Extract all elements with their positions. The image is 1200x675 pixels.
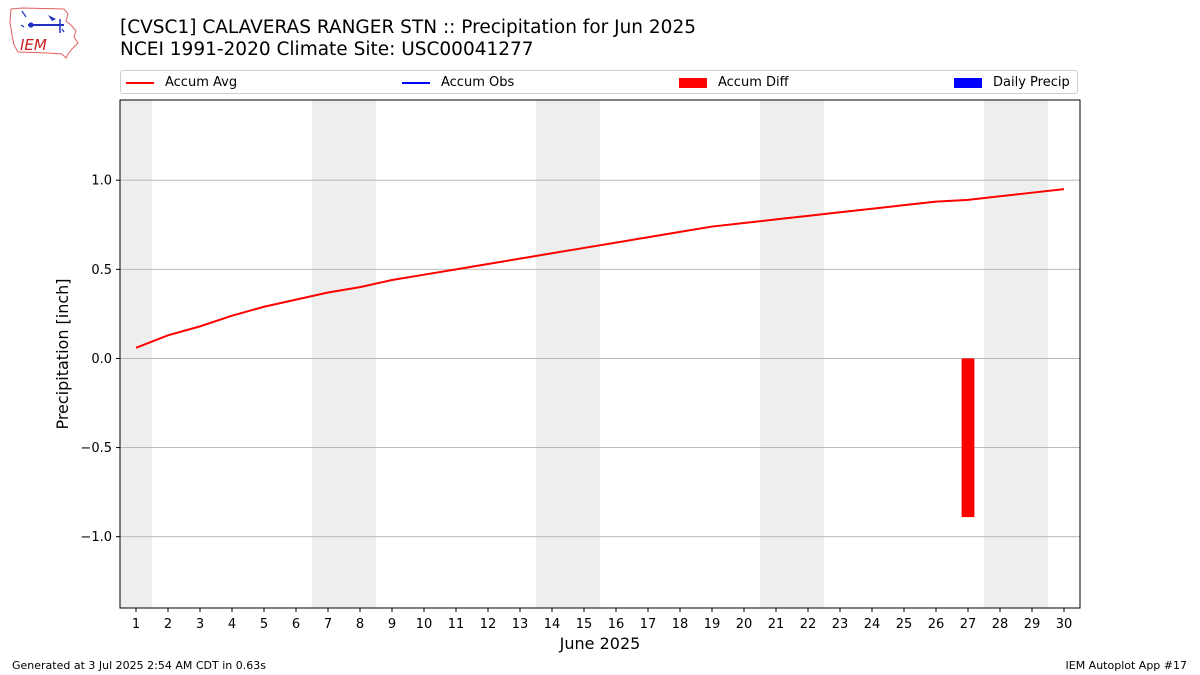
iem-logo: IEM bbox=[9, 7, 79, 59]
x-tick-label: 19 bbox=[704, 617, 721, 632]
accum-diff-bar bbox=[961, 358, 975, 518]
y-tick-label: −1.0 bbox=[80, 530, 112, 545]
x-tick-label: 12 bbox=[480, 617, 497, 632]
y-axis-label: Precipitation [inch] bbox=[53, 278, 72, 429]
x-tick-label: 2 bbox=[164, 617, 172, 632]
x-tick-label: 4 bbox=[228, 617, 236, 632]
y-tick-label: 1.0 bbox=[91, 174, 112, 189]
x-tick-label: 22 bbox=[800, 617, 817, 632]
legend-swatch-accum-avg bbox=[126, 82, 154, 84]
legend-label: Accum Avg bbox=[165, 75, 238, 90]
x-tick-label: 23 bbox=[832, 617, 849, 632]
x-tick-label: 26 bbox=[928, 617, 945, 632]
x-tick-label: 20 bbox=[736, 617, 753, 632]
x-tick-label: 16 bbox=[608, 617, 625, 632]
weekend-band bbox=[120, 100, 152, 608]
x-tick-label: 15 bbox=[576, 617, 593, 632]
x-tick-label: 3 bbox=[196, 617, 204, 632]
weekend-band bbox=[984, 100, 1016, 608]
accum-avg-line bbox=[135, 188, 1065, 349]
plot-frame bbox=[119, 99, 1081, 609]
legend-swatch-accum-diff bbox=[679, 78, 707, 88]
x-tick-label: 29 bbox=[1024, 617, 1041, 632]
legend-swatch-daily-precip bbox=[954, 78, 982, 88]
legend-label: Accum Diff bbox=[718, 75, 789, 90]
x-tick-label: 10 bbox=[416, 617, 433, 632]
y-tick-label: 0.5 bbox=[91, 263, 112, 278]
x-tick-label: 1 bbox=[132, 617, 140, 632]
footer-generated: Generated at 3 Jul 2025 2:54 AM CDT in 0… bbox=[12, 659, 266, 672]
x-tick-label: 13 bbox=[512, 617, 529, 632]
legend-swatch-accum-obs bbox=[402, 82, 430, 84]
x-tick-label: 9 bbox=[388, 617, 396, 632]
x-tick-label: 5 bbox=[260, 617, 268, 632]
chart-subtitle: NCEI 1991-2020 Climate Site: USC00041277 bbox=[120, 39, 534, 60]
legend: Accum Avg Accum Obs Accum Diff Daily Pre… bbox=[120, 70, 1078, 94]
iem-logo-text: IEM bbox=[20, 36, 47, 54]
weekend-band bbox=[568, 100, 600, 608]
weekend-band bbox=[792, 100, 824, 608]
weekend-band bbox=[760, 100, 792, 608]
x-tick-label: 24 bbox=[864, 617, 881, 632]
x-tick-label: 7 bbox=[324, 617, 332, 632]
footer-app-id: IEM Autoplot App #17 bbox=[1065, 659, 1188, 672]
x-tick-label: 28 bbox=[992, 617, 1009, 632]
legend-label: Daily Precip bbox=[993, 75, 1070, 90]
chart-title: [CVSC1] CALAVERAS RANGER STN :: Precipit… bbox=[120, 17, 696, 38]
weekend-band bbox=[1016, 100, 1048, 608]
x-tick-label: 30 bbox=[1056, 617, 1073, 632]
x-axis-label: June 2025 bbox=[559, 634, 641, 653]
x-tick-label: 21 bbox=[768, 617, 785, 632]
y-tick-label: −0.5 bbox=[80, 441, 112, 456]
x-tick-label: 18 bbox=[672, 617, 689, 632]
y-tick-label: 0.0 bbox=[91, 352, 112, 367]
x-tick-label: 8 bbox=[356, 617, 364, 632]
weekend-band bbox=[312, 100, 344, 608]
legend-label: Accum Obs bbox=[441, 75, 515, 90]
x-tick-label: 11 bbox=[448, 617, 465, 632]
weekend-band bbox=[344, 100, 376, 608]
x-tick-label: 25 bbox=[896, 617, 913, 632]
x-tick-label: 17 bbox=[640, 617, 657, 632]
x-tick-label: 14 bbox=[544, 617, 561, 632]
x-tick-label: 6 bbox=[292, 617, 300, 632]
weekend-band bbox=[536, 100, 568, 608]
x-tick-label: 27 bbox=[960, 617, 977, 632]
